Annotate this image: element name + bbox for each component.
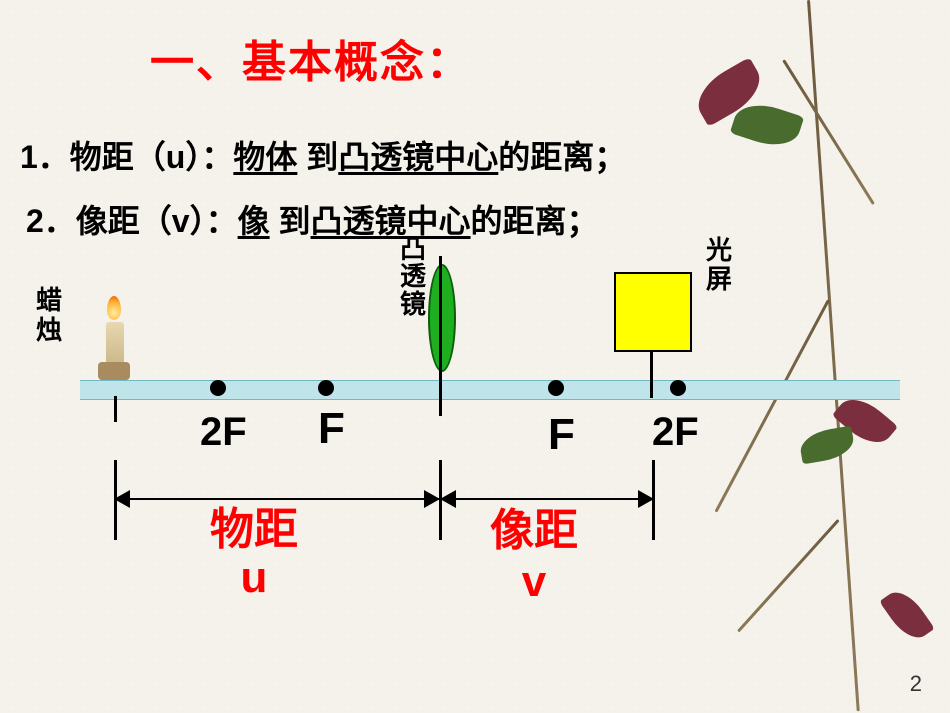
v-label: 像距 v [490,506,578,607]
definition-u: 1．物距（u）：物体 到凸透镜中心的距离； [20,132,626,178]
def-v-mid: 到 [270,203,311,239]
label-f-right: F [548,410,575,460]
definition-v: 2．像距（v）：像 到凸透镜中心的距离； [26,196,599,242]
dot-f-right [548,380,564,396]
dot-f-left [318,380,334,396]
u-label: 物距 u [210,506,298,603]
dot-2f-left [210,380,226,396]
def-v-suffix: 的距离； [471,203,599,239]
dot-2f-right [670,380,686,396]
section-title: 一、基本概念： [150,26,472,90]
candle-label: 蜡 烛 [36,286,62,346]
label-2f-left: 2F [200,410,247,455]
def-u-suffix: 的距离； [498,139,626,175]
def-u-prefix: 1．物距（u）： [20,139,233,175]
def-u-underline-2: 凸透镜中心 [338,139,498,175]
candle-icon [104,304,134,380]
optical-axis [80,380,900,400]
tick-candle [114,396,117,422]
label-2f-right: 2F [652,410,699,455]
screen-stem [650,350,653,398]
def-u-mid: 到 [297,139,338,175]
def-v-underline-1: 像 [238,203,270,239]
screen-icon [614,272,692,352]
label-f-left: F [318,404,345,454]
screen-label: 光 屏 [706,236,732,293]
page-number: 2 [910,671,922,697]
def-v-underline-2: 凸透镜中心 [311,203,471,239]
def-u-underline-1: 物体 [233,139,297,175]
def-v-prefix: 2．像距（v）： [26,203,238,239]
slide-content: 一、基本概念： 1．物距（u）：物体 到凸透镜中心的距离； 2．像距（v）：像 … [0,0,950,713]
lens-label: 凸 透 镜 [400,236,426,318]
